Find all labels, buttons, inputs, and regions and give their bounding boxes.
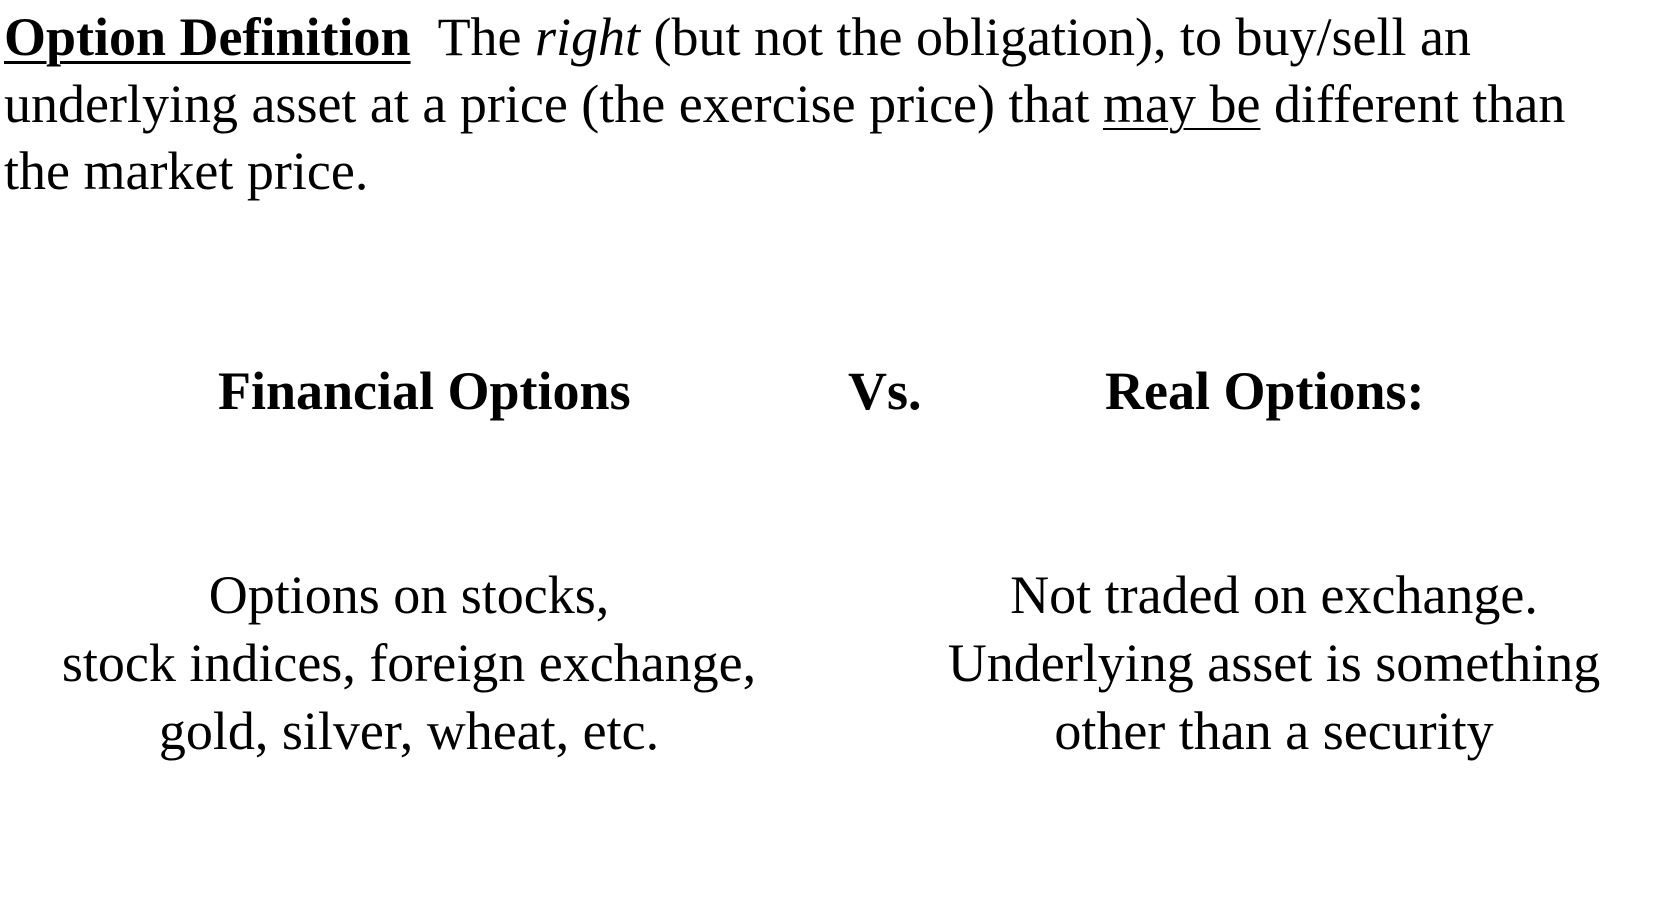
versus-label: Vs. <box>848 361 922 421</box>
real-options-line-1: Not traded on exchange. <box>1010 565 1538 625</box>
real-options-line-3: other than a security <box>1054 701 1494 761</box>
definition-text-part-1: The <box>437 7 536 67</box>
financial-options-description: Options on stocks, stock indices, foreig… <box>0 561 818 765</box>
definition-underlined-may-be: may be <box>1102 74 1261 134</box>
financial-options-line-1: Options on stocks, <box>208 565 610 625</box>
option-definition-paragraph: Option Definition The right (but not the… <box>4 4 1644 205</box>
financial-options-heading: Financial Options <box>218 361 631 421</box>
financial-options-line-2: stock indices, foreign exchange, <box>61 633 757 693</box>
real-options-heading: Real Options: <box>1105 361 1425 421</box>
real-options-line-2: Underlying asset is something <box>947 633 1601 693</box>
definition-text-part-2: (but not the obligation), to buy/sell an… <box>4 7 1471 134</box>
definition-label: Option Definition <box>4 7 411 67</box>
real-options-description: Not traded on exchange. Underlying asset… <box>888 561 1660 765</box>
definition-text-part-3: different than the market price. <box>4 74 1566 201</box>
definition-emphasis-right: right <box>535 7 641 67</box>
financial-options-line-3: gold, silver, wheat, etc. <box>158 701 660 761</box>
